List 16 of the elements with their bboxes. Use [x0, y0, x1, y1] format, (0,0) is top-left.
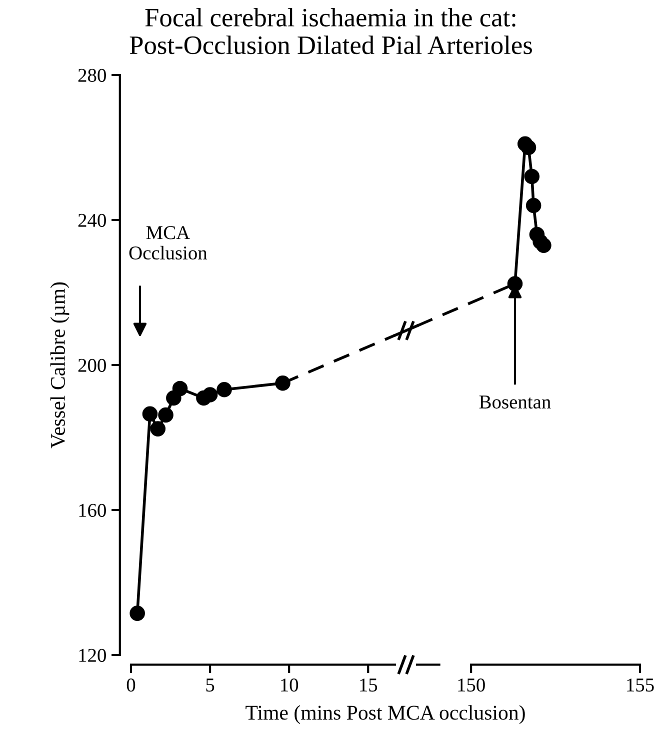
x-axis-title: Time (mins Post MCA occlusion)	[246, 705, 525, 724]
annotation: MCA Occlusion	[129, 226, 208, 260]
x-tick-label: 0	[126, 678, 136, 692]
y-axis-title: Vessel Calibre (µm)	[50, 282, 70, 448]
y-tick-label: 240	[78, 214, 106, 227]
x-tick-label: 10	[281, 678, 298, 692]
y-tick-label: 280	[78, 68, 106, 82]
annotation: Bosentan	[479, 396, 551, 409]
x-tick-label: 155	[627, 678, 654, 692]
x-tick-label: 5	[206, 678, 214, 692]
chart-title: Focal cerebral ischaemia in the cat: Post-Occlusion Dilated Pial Arterioles	[130, 8, 532, 54]
x-tick-label: 15	[360, 678, 378, 692]
y-tick-label: 200	[78, 358, 106, 372]
x-tick-label: 150	[458, 678, 485, 692]
y-tick-label: 120	[79, 648, 106, 662]
y-tick-label: 160	[79, 504, 106, 517]
